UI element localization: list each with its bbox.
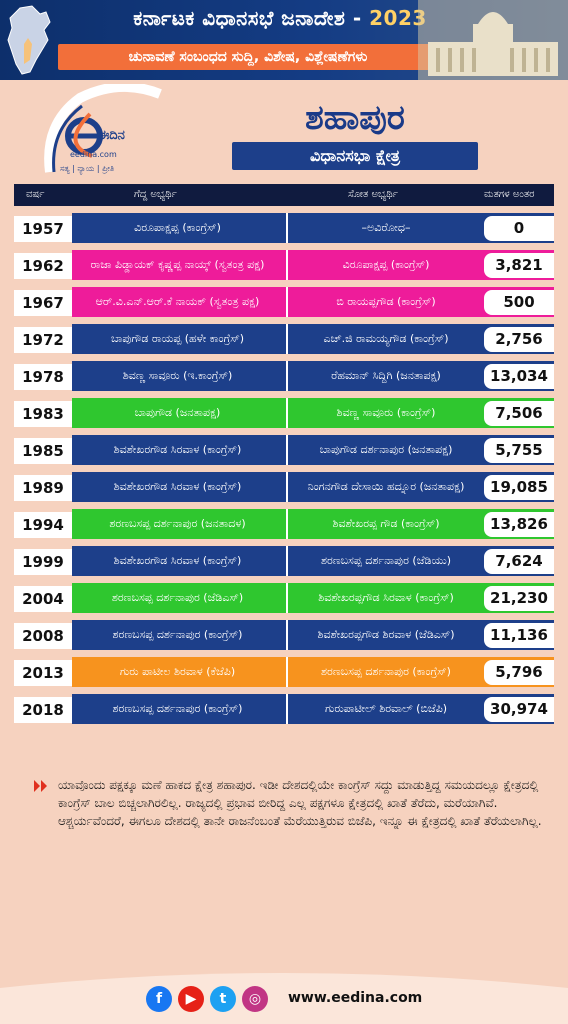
row-loser: ನಿಂಗನಗೌಡ ದೇಸಾಯಿ ಹದ್ನೂರ (ಜನತಾಪಕ್ಷ) [286, 472, 484, 502]
row-winner: ಶರಣಬಸಪ್ಪ ದರ್ಶನಾಪುರ (ಕಾಂಗ್ರೆಸ್) [72, 694, 283, 724]
row-winner: ಶರಣಬಸಪ್ಪ ದರ್ಶನಾಪುರ (ಕಾಂಗ್ರೆಸ್) [72, 620, 283, 650]
table-row: 2013 ಗುರು ಪಾಟೀಲ ಶಿರವಾಳ (ಕೆಜೆಪಿ) ಶರಣಬಸಪ್ಪ ದ… [14, 657, 554, 687]
constituency-label: ವಿಧಾನಸಭಾ ಕ್ಷೇತ್ರ [232, 142, 478, 170]
footer: f ▶ t ◎ www.eedina.com [0, 968, 568, 1024]
row-winner: ಬಾಪುಗೌಡ (ಜನತಾಪಕ್ಷ) [72, 398, 283, 428]
footer-site-link[interactable]: www.eedina.com [288, 990, 423, 1006]
row-loser: ಶರಣಬಸಪ್ಪ ದರ್ಶನಾಪುರ (ಕಾಂಗ್ರೆಸ್) [286, 657, 484, 687]
row-loser: ಶಿವಣ್ಣ ಸಾವೂರು (ಕಾಂಗ್ರೆಸ್) [286, 398, 484, 428]
row-year: 2013 [14, 660, 72, 686]
table-row: 1967 ಆರ್.ವಿ.ಎನ್.ಆರ್.ಕೆ ನಾಯಕ್ (ಸ್ವತಂತ್ರ ಪಕ… [14, 287, 554, 317]
table-row: 1999 ಶಿವಶೇಖರಗೌಡ ಸಿರವಾಳ (ಕಾಂಗ್ರೆಸ್) ಶರಣಬಸಪ್… [14, 546, 554, 576]
table-row: 2008 ಶರಣಬಸಪ್ಪ ದರ್ಶನಾಪುರ (ಕಾಂಗ್ರೆಸ್) ಶಿವಶೇಖ… [14, 620, 554, 650]
row-winner: ಶಿವಶೇಖರಗೌಡ ಸಿರವಾಳ (ಕಾಂಗ್ರೆಸ್) [72, 546, 283, 576]
row-year: 1967 [14, 290, 72, 316]
table-row: 1994 ಶರಣಬಸಪ್ಪ ದರ್ಶನಾಪುರ (ಜನತಾದಳ) ಶಿವಶೇಖರಪ್… [14, 509, 554, 539]
top-banner: ಕರ್ನಾಟಕ ವಿಧಾನಸಭೆ ಜನಾದೇಶ - 2023 ಚುನಾವಣೆ ಸ… [0, 0, 568, 80]
row-winner: ಶಿವಣ್ಣ ಸಾವೂರು (ಇ.ಕಾಂಗ್ರೆಸ್) [72, 361, 283, 391]
row-loser: ಶಿವಶೇಖರಪ್ಪಗೌಡ ಸಿರವಾಳ (ಕಾಂಗ್ರೆಸ್) [286, 583, 484, 613]
row-year: 1985 [14, 438, 72, 464]
row-margin: 7,506 [484, 401, 554, 426]
row-margin: 13,826 [484, 512, 554, 537]
results-table: ವರ್ಷ ಗೆದ್ದ ಅಭ್ಯರ್ಥಿ ಸೋತ ಅಭ್ಯರ್ಥಿ ಮತಗಳ ಅಂ… [14, 184, 554, 724]
youtube-icon[interactable]: ▶ [178, 986, 204, 1012]
karnataka-map-icon [7, 5, 51, 75]
row-margin: 5,796 [484, 660, 554, 685]
row-winner: ಬಾಪುಗೌಡ ರಾಯಪ್ಪ (ಹಳೇ ಕಾಂಗ್ರೆಸ್) [72, 324, 283, 354]
double-arrow-icon [34, 780, 47, 792]
row-loser: ಬಿ ರಾಯಪ್ಪಗೌಡ (ಕಾಂಗ್ರೆಸ್) [286, 287, 484, 317]
row-loser: ವಿರೂಪಾಕ್ಷಪ್ಪ (ಕಾಂಗ್ರೆಸ್) [286, 250, 484, 280]
table-row: 1989 ಶಿವಶೇಖರಗೌಡ ಸಿರವಾಳ (ಕಾಂಗ್ರೆಸ್) ನಿಂಗನಗೌ… [14, 472, 554, 502]
row-margin: 30,974 [484, 697, 554, 722]
header-winner: ಗೆದ್ದ ಅಭ್ಯರ್ಥಿ [134, 189, 177, 200]
row-loser: –ಅವಿರೋಧ– [286, 213, 484, 243]
row-margin: 19,085 [484, 475, 554, 500]
row-year: 1989 [14, 475, 72, 501]
row-loser: ಶಿವಶೇಖರಪ್ಪಗೌಡ ಶಿರವಾಳ (ಜೆಡಿಎಸ್) [286, 620, 484, 650]
row-year: 1972 [14, 327, 72, 353]
eedina-logo-mark-icon [44, 81, 162, 173]
table-row: 1978 ಶಿವಣ್ಣ ಸಾವೂರು (ಇ.ಕಾಂಗ್ರೆಸ್) ರೆಹಮಾನ್ ಸ… [14, 361, 554, 391]
row-winner: ಆರ್.ವಿ.ಎನ್.ಆರ್.ಕೆ ನಾಯಕ್ (ಸ್ವತಂತ್ರ ಪಕ್ಷ) [72, 287, 283, 317]
vidhana-soudha-icon [418, 0, 568, 80]
row-margin: 7,624 [484, 549, 554, 574]
banner-subtitle: ಚುನಾವಣೆ ಸಂಬಂಧದ ಸುದ್ದಿ, ವಿಶೇಷ, ವಿಶ್ಲೇಷಣೆಗ… [58, 44, 438, 70]
row-loser: ಶಿವಶೇಖರಪ್ಪ ಗೌಡ (ಕಾಂಗ್ರೆಸ್) [286, 509, 484, 539]
twitter-icon[interactable]: t [210, 986, 236, 1012]
row-margin: 13,034 [484, 364, 554, 389]
row-margin: 21,230 [484, 586, 554, 611]
header-loser: ಸೋತ ಅಭ್ಯರ್ಥಿ [348, 189, 398, 200]
row-year: 1983 [14, 401, 72, 427]
table-row: 1962 ರಾಜಾ ಪಿಡ್ಡಾಯಕ್ ಕೃಷ್ಣಪ್ಪ ನಾಯ್ಕ್ (ಸ್ವತ… [14, 250, 554, 280]
eedina-logo: ಈದಿನ eedina.com ಸತ್ಯ | ನ್ಯಾಯ | ಪ್ರೀತಿ [40, 81, 210, 180]
row-year: 1999 [14, 549, 72, 575]
table-row: 1985 ಶಿವಶೇಖರಗೌಡ ಸಿರವಾಳ (ಕಾಂಗ್ರೆಸ್) ಬಾಪುಗೌಡ… [14, 435, 554, 465]
row-margin: 500 [484, 290, 554, 315]
row-winner: ವಿರೂಪಾಕ್ಷಪ್ಪ (ಕಾಂಗ್ರೆಸ್) [72, 213, 283, 243]
row-loser: ಬಾಪುಗೌಡ ದರ್ಶನಾಪುರ (ಜನತಾಪಕ್ಷ) [286, 435, 484, 465]
row-year: 1978 [14, 364, 72, 390]
table-row: 1972 ಬಾಪುಗೌಡ ರಾಯಪ್ಪ (ಹಳೇ ಕಾಂಗ್ರೆಸ್) ಎಚ್.ಜಿ… [14, 324, 554, 354]
logo-tagline: ಸತ್ಯ | ನ್ಯಾಯ | ಪ್ರೀತಿ [60, 164, 115, 173]
table-body: 1957 ವಿರೂಪಾಕ್ಷಪ್ಪ (ಕಾಂಗ್ರೆಸ್) –ಅವಿರೋಧ– 0 196… [14, 213, 554, 724]
row-loser: ರೆಹಮಾನ್ ಸಿದ್ದಿಗಿ (ಜನತಾಪಕ್ಷ) [286, 361, 484, 391]
row-year: 2004 [14, 586, 72, 612]
row-winner: ಶರಣಬಸಪ್ಪ ದರ್ಶನಾಪುರ (ಜನತಾದಳ) [72, 509, 283, 539]
row-loser: ಎಚ್.ಜಿ ರಾಮಯ್ಯಗೌಡ (ಕಾಂಗ್ರೆಸ್) [286, 324, 484, 354]
header-year: ವರ್ಷ [26, 189, 45, 200]
row-loser: ಶರಣಬಸಪ್ಪ ದರ್ಶನಾಪುರ (ಜೆಡಿಯು) [286, 546, 484, 576]
row-margin: 2,756 [484, 327, 554, 352]
note-paragraph: ಯಾವೊಂದು ಪಕ್ಷಕ್ಕೂ ಮಣೆ ಹಾಕದ ಕ್ಷೇತ್ರ ಶಹಾಪುರ… [58, 778, 542, 828]
row-winner: ರಾಜಾ ಪಿಡ್ಡಾಯಕ್ ಕೃಷ್ಣಪ್ಪ ನಾಯ್ಕ್ (ಸ್ವತಂತ್ರ… [72, 250, 283, 280]
row-winner: ಶರಣಬಸಪ್ಪ ದರ್ಶನಾಪುರ (ಜೆಡಿಎಸ್) [72, 583, 283, 613]
logo-site: eedina.com [70, 150, 117, 159]
constituency-name: ಶಹಾಪುರ [305, 98, 405, 138]
banner-title: ಕರ್ನಾಟಕ ವಿಧಾನಸಭೆ ಜನಾದೇಶ - 2023 [133, 6, 427, 30]
row-year: 1957 [14, 216, 72, 242]
facebook-icon[interactable]: f [146, 986, 172, 1012]
header-margin: ಮತಗಳ ಅಂತರ [484, 189, 535, 200]
row-year: 1962 [14, 253, 72, 279]
table-row: 2018 ಶರಣಬಸಪ್ಪ ದರ್ಶನಾಪುರ (ಕಾಂಗ್ರೆಸ್) ಗುರುಪಾ… [14, 694, 554, 724]
row-year: 2018 [14, 697, 72, 723]
instagram-icon[interactable]: ◎ [242, 986, 268, 1012]
table-row: 1957 ವಿರೂಪಾಕ್ಷಪ್ಪ (ಕಾಂಗ್ರೆಸ್) –ಅವಿರೋಧ– 0 [14, 213, 554, 243]
footer-wave-icon [0, 973, 568, 1024]
row-margin: 0 [484, 216, 554, 241]
row-margin: 5,755 [484, 438, 554, 463]
row-loser: ಗುರುಪಾಟೀಲ್ ಶಿರವಾಲ್ (ಬಿಜೆಪಿ) [286, 694, 484, 724]
row-winner: ಶಿವಶೇಖರಗೌಡ ಸಿರವಾಳ (ಕಾಂಗ್ರೆಸ್) [72, 472, 283, 502]
row-margin: 11,136 [484, 623, 554, 648]
banner-year: 2023 [369, 6, 427, 30]
row-year: 1994 [14, 512, 72, 538]
row-year: 2008 [14, 623, 72, 649]
table-row: 2004 ಶರಣಬಸಪ್ಪ ದರ್ಶನಾಪುರ (ಜೆಡಿಎಸ್) ಶಿವಶೇಖರಪ… [14, 583, 554, 613]
table-row: 1983 ಬಾಪುಗೌಡ (ಜನತಾಪಕ್ಷ) ಶಿವಣ್ಣ ಸಾವೂರು (ಕಾಂ… [14, 398, 554, 428]
row-winner: ಶಿವಶೇಖರಗೌಡ ಸಿರವಾಳ (ಕಾಂಗ್ರೆಸ್) [72, 435, 283, 465]
logo-name: ಈದಿನ [98, 128, 125, 143]
row-winner: ಗುರು ಪಾಟೀಲ ಶಿರವಾಳ (ಕೆಜೆಪಿ) [72, 657, 283, 687]
table-header: ವರ್ಷ ಗೆದ್ದ ಅಭ್ಯರ್ಥಿ ಸೋತ ಅಭ್ಯರ್ಥಿ ಮತಗಳ ಅಂ… [14, 184, 554, 206]
row-margin: 3,821 [484, 253, 554, 278]
